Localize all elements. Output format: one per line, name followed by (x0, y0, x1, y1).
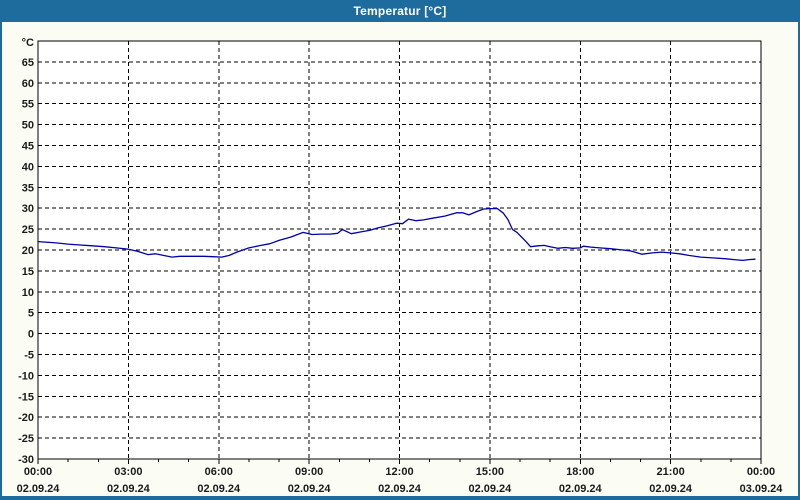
x-tick-date-label: 02.09.24 (649, 483, 693, 495)
temperature-chart: 65605550454035302520151050-5-10-15-20-25… (17, 37, 784, 495)
x-tick-time-label: 12:00 (385, 466, 413, 478)
x-tick-time-label: 21:00 (657, 466, 685, 478)
y-tick-label: 40 (22, 161, 34, 173)
x-tick-time-label: 06:00 (205, 466, 233, 478)
y-tick-label: 45 (22, 141, 34, 153)
x-tick-date-label: 02.09.24 (559, 483, 603, 495)
y-tick-label: 30 (22, 203, 34, 215)
y-tick-label: 25 (22, 224, 34, 236)
y-tick-label: 15 (22, 266, 34, 278)
x-tick-date-label: 02.09.24 (468, 483, 512, 495)
window-titlebar[interactable]: Temperatur [°C] (0, 0, 800, 22)
x-tick-time-label: 18:00 (566, 466, 594, 478)
x-tick-date-label: 02.09.24 (197, 483, 241, 495)
chart-area: 65 60 55 50 45 40 35 30 25 20 15 10 5 0 -5 -10 -15 -20 -25… (2, 22, 798, 496)
y-axis-unit-label: °C (22, 37, 34, 49)
x-tick-time-label: 09:00 (295, 466, 323, 478)
temperature-line (37, 207, 756, 262)
y-tick-label: -10 (18, 370, 34, 382)
y-tick-label: 35 (22, 182, 34, 194)
x-tick-time-label: 15:00 (476, 466, 504, 478)
y-tick-label: -15 (18, 391, 34, 403)
y-tick-label: 55 (22, 99, 34, 111)
y-tick-label: 5 (28, 308, 34, 320)
window-title: Temperatur [°C] (353, 4, 447, 18)
y-tick-label: -20 (18, 412, 34, 424)
y-tick-label: 60 (22, 78, 34, 90)
x-tick-time-label: 00:00 (747, 466, 775, 478)
y-tick-label: -30 (18, 454, 34, 466)
x-tick-date-label: 02.09.24 (17, 483, 61, 495)
x-tick-time-label: 03:00 (114, 466, 142, 478)
y-tick-label: 50 (22, 120, 34, 132)
y-tick-label: 0 (28, 329, 34, 341)
x-tick-date-label: 02.09.24 (107, 483, 151, 495)
x-tick-date-label: 02.09.24 (288, 483, 332, 495)
y-tick-label: 10 (22, 287, 34, 299)
x-tick-time-label: 00:00 (24, 466, 52, 478)
y-tick-label: 20 (22, 245, 34, 257)
x-tick-date-label: 03.09.24 (740, 483, 784, 495)
y-tick-label: 65 (22, 57, 34, 69)
y-tick-label: -25 (18, 433, 34, 445)
x-tick-date-label: 02.09.24 (378, 483, 422, 495)
y-tick-label: -5 (24, 350, 34, 362)
